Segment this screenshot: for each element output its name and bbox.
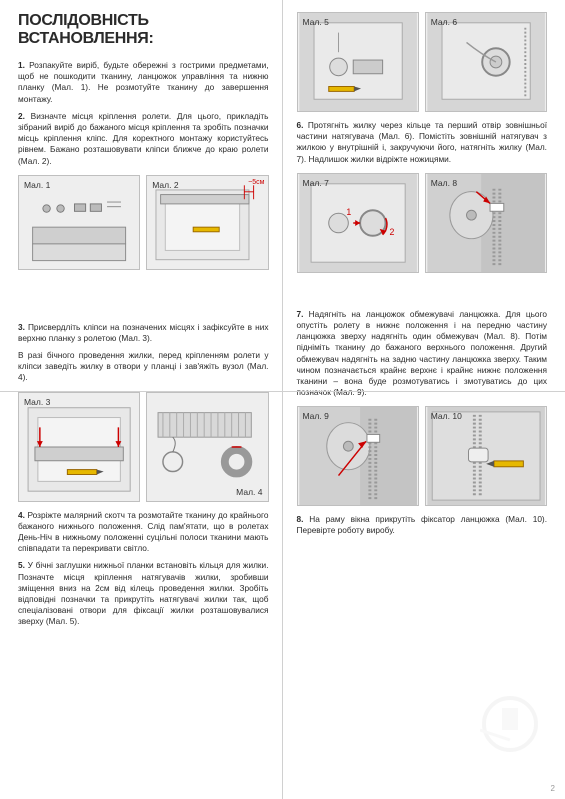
page-title: ПОСЛІДОВНІСТЬ ВСТАНОВЛЕННЯ: bbox=[18, 12, 269, 48]
svg-text:1: 1 bbox=[346, 207, 351, 217]
step-4: 4. Розріжте малярний скотч та розмотайте… bbox=[18, 510, 269, 555]
step-8: 8. На раму вікна прикрутіть фіксатор лан… bbox=[297, 514, 548, 536]
step-5: 5. У бічні заглушки нижньої планки встан… bbox=[18, 560, 269, 627]
figure-6: Мал. 6 bbox=[425, 12, 547, 112]
step-3: 3. Присвердліть кліпси на позначених міс… bbox=[18, 322, 269, 344]
figure-label: Мал. 4 bbox=[236, 487, 262, 497]
figure-7: Мал. 7 1 2 bbox=[297, 173, 419, 273]
figure-1: Мал. 1 bbox=[18, 175, 140, 270]
figure-4: Мал. 4 bbox=[146, 392, 268, 502]
figure-5: Мал. 5 bbox=[297, 12, 419, 112]
watermark-icon bbox=[480, 694, 540, 759]
figure-label: Мал. 8 bbox=[431, 178, 457, 188]
figure-2: Мал. 2 ~5см bbox=[146, 175, 268, 270]
figure-label: Мал. 3 bbox=[24, 397, 50, 407]
step-3b: В разі бічного проведення жилки, перед к… bbox=[18, 350, 269, 384]
svg-text:2: 2 bbox=[389, 227, 394, 237]
figure-label: Мал. 7 bbox=[303, 178, 329, 188]
step-2: 2. Визначте місця кріплення ролети. Для … bbox=[18, 111, 269, 167]
figure-label: Мал. 6 bbox=[431, 17, 457, 27]
figure-label: Мал. 1 bbox=[24, 180, 50, 190]
figure-9: Мал. 9 bbox=[297, 406, 419, 506]
figure-label: Мал. 2 bbox=[152, 180, 178, 190]
measure-label: ~5см bbox=[248, 179, 264, 186]
figure-label: Мал. 10 bbox=[431, 411, 462, 421]
figure-10: Мал. 10 bbox=[425, 406, 547, 506]
step-1: 1. Розпакуйте виріб, будьте обережні з г… bbox=[18, 60, 269, 105]
page-number: 2 bbox=[551, 784, 555, 793]
figure-8: Мал. 8 bbox=[425, 173, 547, 273]
step-7: 7. Надягніть на ланцюжок обмежувачі ланц… bbox=[297, 309, 548, 399]
step-6: 6. Протягніть жилку через кільце та перш… bbox=[297, 120, 548, 165]
figure-3: Мал. 3 bbox=[18, 392, 140, 502]
figure-label: Мал. 5 bbox=[303, 17, 329, 27]
figure-label: Мал. 9 bbox=[303, 411, 329, 421]
